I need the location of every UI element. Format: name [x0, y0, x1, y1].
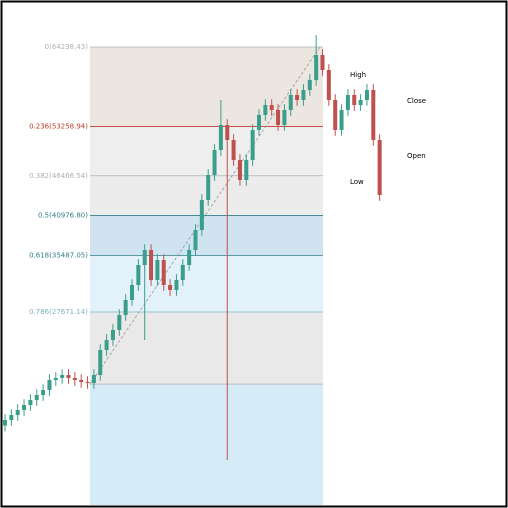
fib-label: 0.382(46466.54)	[29, 172, 88, 180]
candle-body	[66, 375, 71, 378]
candle-body	[9, 415, 14, 420]
candle-body	[130, 285, 134, 300]
candle-body	[282, 110, 287, 125]
candle-body	[15, 410, 20, 415]
candle-body	[142, 250, 147, 265]
candle-body	[269, 105, 274, 110]
candle-body	[28, 400, 33, 405]
candle-body	[276, 110, 281, 125]
candle-body	[206, 175, 211, 200]
candle-body	[320, 55, 325, 70]
fib-label: 0.618(35487.05)	[29, 251, 88, 259]
candle-body	[168, 285, 173, 290]
candle-body	[231, 140, 236, 160]
annotation: Open	[407, 152, 426, 160]
candle-body	[358, 100, 363, 105]
candle-body	[79, 380, 84, 382]
candle-body	[117, 315, 122, 330]
candle-body	[371, 90, 376, 140]
candle-body	[123, 300, 128, 315]
annotation: High	[350, 71, 366, 79]
candle-body	[161, 260, 166, 285]
candle-body	[136, 265, 141, 285]
candle-body	[218, 125, 223, 150]
candle-body	[85, 382, 90, 383]
candle-body	[377, 140, 382, 195]
fib-label: 0(64238.43)	[45, 43, 89, 51]
candle-body	[288, 95, 293, 110]
candle-body	[60, 375, 65, 378]
candle-body	[339, 110, 344, 130]
candle-body	[295, 95, 300, 100]
candle-body	[34, 395, 39, 400]
candle-body	[333, 100, 338, 130]
candle-body	[352, 95, 357, 105]
candle-body	[225, 125, 230, 140]
candle-body	[250, 130, 255, 160]
candle-body	[314, 55, 319, 80]
fib-band	[90, 311, 323, 385]
fib-band	[90, 384, 323, 505]
candle-body	[180, 265, 185, 280]
candle-body	[326, 70, 331, 100]
fib-band	[90, 215, 323, 256]
candle-body	[53, 378, 58, 380]
candle-body	[155, 260, 160, 280]
candle-body	[193, 230, 198, 250]
candle-body	[244, 160, 249, 180]
candle-body	[149, 250, 154, 280]
candle-body	[104, 340, 109, 350]
fib-label: 0.5(40976.80)	[38, 212, 88, 220]
candle-body	[47, 380, 52, 390]
candle-body	[22, 405, 27, 410]
candle-body	[237, 160, 242, 180]
candle-body	[364, 90, 369, 100]
candle-body	[263, 105, 268, 115]
fib-band	[90, 46, 323, 127]
candle-body	[257, 115, 261, 130]
annotation: Low	[350, 178, 364, 186]
fib-label: 0.786(27671.14)	[29, 308, 88, 316]
candle-body	[98, 350, 103, 375]
trend-line	[89, 46, 321, 385]
fib-band	[90, 255, 323, 312]
candle-body	[91, 375, 96, 383]
fib-band	[90, 126, 323, 176]
candle-body	[212, 150, 217, 175]
candle-body	[187, 250, 192, 265]
candle-body	[3, 420, 7, 426]
annotation: Close	[407, 97, 426, 105]
candle-body	[174, 280, 179, 290]
candle-body	[72, 378, 77, 380]
candle-body	[307, 80, 312, 90]
candle-body	[301, 90, 306, 100]
candle-body	[199, 200, 204, 230]
fib-label: 0.236(53258.94)	[29, 123, 88, 131]
candle-body	[41, 390, 46, 395]
candle-body	[345, 95, 350, 110]
candle-body	[110, 330, 115, 340]
